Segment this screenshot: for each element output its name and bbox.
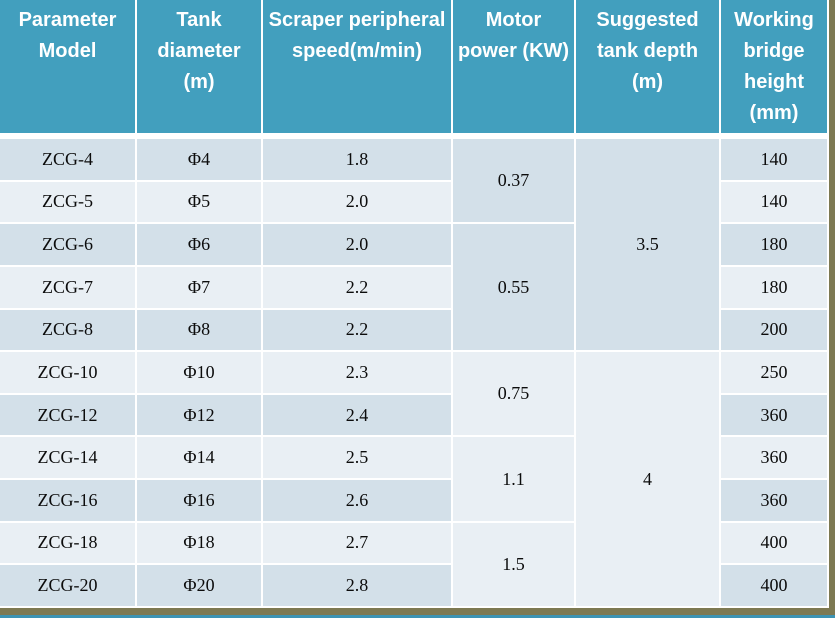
cell-diameter: Φ5 xyxy=(137,181,263,225)
cell-motor-power-merged: 1.5 xyxy=(453,522,576,608)
bottom-teal-strip xyxy=(0,615,835,618)
column-header-tank-depth: Suggested tank depth (m) xyxy=(576,0,721,139)
cell-bridge-height: 360 xyxy=(721,480,829,523)
cell-diameter: Φ16 xyxy=(137,480,263,523)
cell-bridge-height: 400 xyxy=(721,522,829,566)
cell-speed: 2.0 xyxy=(263,181,453,225)
cell-tank-depth-merged: 4 xyxy=(576,352,721,608)
cell-diameter: Φ6 xyxy=(137,224,263,267)
cell-speed: 2.6 xyxy=(263,480,453,523)
cell-model: ZCG-18 xyxy=(0,522,137,566)
cell-diameter: Φ10 xyxy=(137,352,263,395)
cell-speed: 2.7 xyxy=(263,522,453,566)
cell-speed: 2.0 xyxy=(263,224,453,267)
cell-speed: 2.3 xyxy=(263,352,453,395)
cell-bridge-height: 360 xyxy=(721,437,829,480)
table-row: ZCG-6 Φ6 2.0 0.55 180 xyxy=(0,224,829,353)
cell-motor-power-merged: 0.75 xyxy=(453,352,576,438)
cell-bridge-height: 250 xyxy=(721,352,829,395)
column-header-parameter-model: Parameter Model xyxy=(0,0,137,139)
table-row: ZCG-10 Φ10 2.3 0.75 4 250 xyxy=(0,352,829,608)
cell-bridge-height: 140 xyxy=(721,181,829,225)
cell-diameter: Φ14 xyxy=(137,437,263,480)
parameter-table: Parameter Model Tank diameter (m) Scrape… xyxy=(0,0,829,608)
cell-speed: 2.2 xyxy=(263,309,453,353)
table-row: ZCG-18 Φ18 2.7 1.5 400 xyxy=(0,522,829,608)
cell-model: ZCG-14 xyxy=(0,437,137,480)
cell-motor-power-merged: 0.37 xyxy=(453,139,576,225)
cell-bridge-height: 200 xyxy=(721,309,829,353)
cell-speed: 2.4 xyxy=(263,394,453,438)
cell-bridge-height: 180 xyxy=(721,224,829,267)
cell-tank-depth-merged: 3.5 xyxy=(576,139,721,353)
cell-bridge-height: 400 xyxy=(721,565,829,608)
table-row: ZCG-12 Φ12 2.4 360 xyxy=(0,394,829,438)
column-header-motor-power: Motor power (KW) xyxy=(453,0,576,139)
cell-model: ZCG-12 xyxy=(0,394,137,438)
table-row: ZCG-20 Φ20 2.8 400 xyxy=(0,565,829,608)
column-header-tank-diameter: Tank diameter (m) xyxy=(137,0,263,139)
column-header-scraper-speed: Scraper peripheral speed(m/min) xyxy=(263,0,453,139)
column-header-bridge-height: Working bridge height (mm) xyxy=(721,0,829,139)
cell-diameter: Φ12 xyxy=(137,394,263,438)
cell-bridge-height: 140 xyxy=(721,139,829,182)
table-body: ZCG-4 Φ4 1.8 0.37 3.5 140 ZCG-5 Φ5 2.0 1… xyxy=(0,139,829,608)
cell-speed: 2.2 xyxy=(263,266,453,310)
cell-speed: 1.8 xyxy=(263,139,453,182)
cell-speed: 2.5 xyxy=(263,437,453,480)
table-row: ZCG-7 Φ7 2.2 180 xyxy=(0,266,829,310)
cell-model: ZCG-6 xyxy=(0,224,137,267)
cell-speed: 2.8 xyxy=(263,565,453,608)
cell-model: ZCG-10 xyxy=(0,352,137,395)
cell-diameter: Φ18 xyxy=(137,522,263,566)
cell-diameter: Φ8 xyxy=(137,309,263,353)
cell-motor-power-merged: 1.1 xyxy=(453,437,576,523)
cell-model: ZCG-7 xyxy=(0,266,137,310)
bottom-olive-border xyxy=(0,608,835,615)
table-row: ZCG-14 Φ14 2.5 1.1 360 xyxy=(0,437,829,523)
cell-model: ZCG-4 xyxy=(0,139,137,182)
table-header-row: Parameter Model Tank diameter (m) Scrape… xyxy=(0,0,829,139)
cell-bridge-height: 360 xyxy=(721,394,829,438)
cell-model: ZCG-5 xyxy=(0,181,137,225)
table-row: ZCG-8 Φ8 2.2 200 xyxy=(0,309,829,353)
cell-diameter: Φ20 xyxy=(137,565,263,608)
cell-model: ZCG-16 xyxy=(0,480,137,523)
table-row: ZCG-16 Φ16 2.6 360 xyxy=(0,480,829,523)
cell-bridge-height: 180 xyxy=(721,266,829,310)
table-row: ZCG-4 Φ4 1.8 0.37 3.5 140 xyxy=(0,139,829,353)
cell-motor-power-merged: 0.55 xyxy=(453,224,576,353)
table-row: ZCG-5 Φ5 2.0 140 xyxy=(0,181,829,225)
cell-diameter: Φ4 xyxy=(137,139,263,182)
cell-model: ZCG-20 xyxy=(0,565,137,608)
cell-model: ZCG-8 xyxy=(0,309,137,353)
cell-diameter: Φ7 xyxy=(137,266,263,310)
